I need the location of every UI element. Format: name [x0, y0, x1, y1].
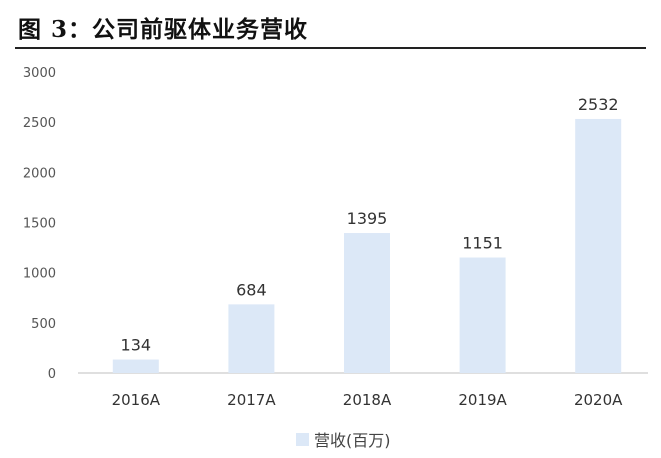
- data-label: 134: [121, 336, 152, 355]
- x-tick-label: 2019A: [458, 391, 507, 409]
- bar: [112, 359, 159, 373]
- y-tick-label: 3000: [23, 66, 56, 81]
- bar: [575, 118, 622, 374]
- data-label: 1151: [462, 234, 503, 253]
- x-tick-label: 2020A: [574, 391, 623, 409]
- x-tick-label: 2017A: [227, 391, 276, 409]
- x-tick-label: 2016A: [112, 391, 161, 409]
- figure-title: 图 3：公司前驱体业务营收: [18, 16, 309, 43]
- y-tick-label: 0: [48, 367, 56, 382]
- legend-label: 营收(百万): [314, 431, 391, 450]
- y-tick-label: 2000: [23, 166, 56, 181]
- y-tick-label: 1500: [23, 217, 56, 232]
- data-labels: 134 684 1395 1151 2532: [121, 95, 619, 355]
- legend: 营收(百万): [296, 427, 391, 451]
- data-label: 684: [236, 280, 267, 299]
- bar: [459, 257, 506, 373]
- data-label: 1395: [347, 209, 388, 228]
- bar: [344, 233, 390, 373]
- y-tick-label: 2500: [23, 116, 56, 131]
- data-label: 2532: [578, 95, 619, 114]
- y-tick-label: 500: [31, 317, 56, 332]
- y-axis-ticks: 0 500 1000 1500 2000 2500 3000: [23, 66, 56, 382]
- bars: [112, 118, 622, 374]
- title-rule: [15, 47, 646, 49]
- x-axis-ticks: 2016A 2017A 2018A 2019A 2020A: [112, 391, 624, 409]
- y-tick-label: 1000: [23, 267, 56, 282]
- bar: [228, 304, 275, 373]
- legend-swatch: [296, 432, 309, 446]
- x-tick-label: 2018A: [343, 391, 392, 409]
